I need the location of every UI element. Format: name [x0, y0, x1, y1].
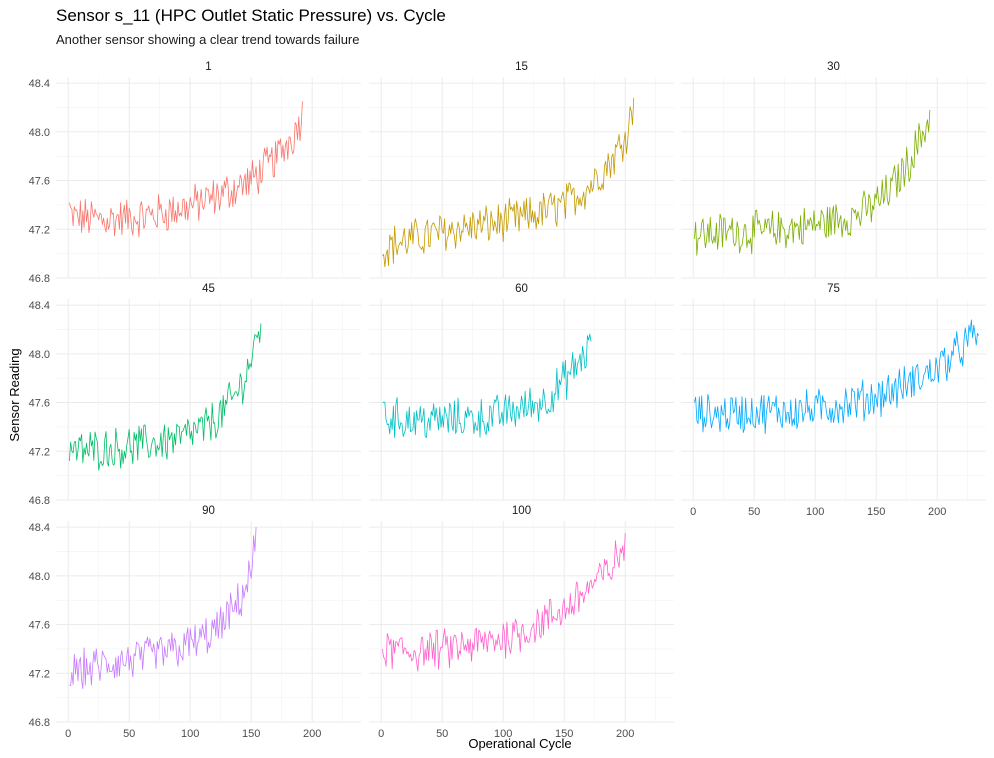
chart-subtitle: Another sensor showing a clear trend tow… [56, 32, 360, 47]
facet-panel-15: 15 [369, 61, 674, 279]
x-tick-label: 0 [65, 728, 71, 740]
x-tick-label: 0 [378, 728, 384, 740]
facet-panel-75: 75 0 50 100 150 200 [681, 283, 986, 518]
facet-strip-label: 45 [202, 283, 215, 295]
facet-strip-label: 100 [512, 505, 531, 517]
x-tick-label: 200 [303, 728, 321, 740]
x-tick-label: 150 [555, 728, 573, 740]
y-tick-label: 48.0 [29, 127, 50, 139]
facet-panel-90: 90 46.8 47.2 47.6 48.0 48.4 0 50 100 150 200 [29, 505, 361, 740]
series-line-75 [694, 319, 980, 435]
chart-title: Sensor s_11 (HPC Outlet Static Pressure)… [56, 6, 446, 25]
series-line-90 [69, 527, 257, 690]
y-tick-label: 47.6 [29, 620, 50, 632]
facet-panel-100: 100 0 50 100 150 200 [369, 505, 674, 740]
x-tick-label: 0 [690, 506, 696, 518]
y-tick-label: 48.0 [29, 571, 50, 583]
y-tick-label: 47.2 [29, 224, 50, 236]
y-axis-title: Sensor Reading [7, 348, 22, 441]
x-tick-label: 50 [748, 506, 760, 518]
x-tick-label: 100 [494, 728, 512, 740]
x-tick-label: 50 [436, 728, 448, 740]
series-line-30 [694, 109, 931, 256]
facet-panel-60: 60 [369, 283, 674, 501]
x-tick-label: 100 [181, 728, 199, 740]
series-line-100 [382, 533, 626, 672]
series-line-45 [69, 323, 262, 471]
y-tick-label: 46.8 [29, 717, 50, 729]
x-tick-label: 100 [806, 506, 824, 518]
y-tick-label: 46.8 [29, 495, 50, 507]
y-tick-label: 47.2 [29, 446, 50, 458]
series-line-15 [382, 97, 635, 268]
facet-strip-label: 30 [827, 61, 840, 73]
y-tick-label: 48.4 [29, 300, 50, 312]
facet-strip-label: 15 [515, 61, 528, 73]
facet-panel-1: 1 46.8 47.2 47.6 48.0 48.4 [29, 61, 361, 285]
x-tick-label: 200 [616, 728, 634, 740]
facet-strip-label: 75 [827, 283, 840, 295]
series-line-60 [382, 333, 592, 438]
x-axis-title: Operational Cycle [468, 736, 571, 751]
facet-panel-30: 30 [681, 61, 986, 279]
facet-strip-label: 60 [515, 283, 528, 295]
series-line-1 [69, 101, 303, 238]
x-tick-label: 200 [928, 506, 946, 518]
y-tick-label: 47.6 [29, 176, 50, 188]
x-tick-label: 50 [123, 728, 135, 740]
y-tick-label: 48.0 [29, 349, 50, 361]
facet-strip-label: 1 [205, 61, 211, 73]
y-tick-label: 46.8 [29, 273, 50, 285]
y-tick-label: 48.4 [29, 78, 50, 90]
facet-strip-label: 90 [202, 505, 215, 517]
y-tick-label: 48.4 [29, 522, 50, 534]
x-tick-label: 150 [867, 506, 885, 518]
y-tick-label: 47.2 [29, 668, 50, 680]
facet-panel-45: 45 46.8 47.2 47.6 48.0 48.4 [29, 283, 361, 507]
x-tick-label: 150 [242, 728, 260, 740]
y-tick-label: 47.6 [29, 398, 50, 410]
